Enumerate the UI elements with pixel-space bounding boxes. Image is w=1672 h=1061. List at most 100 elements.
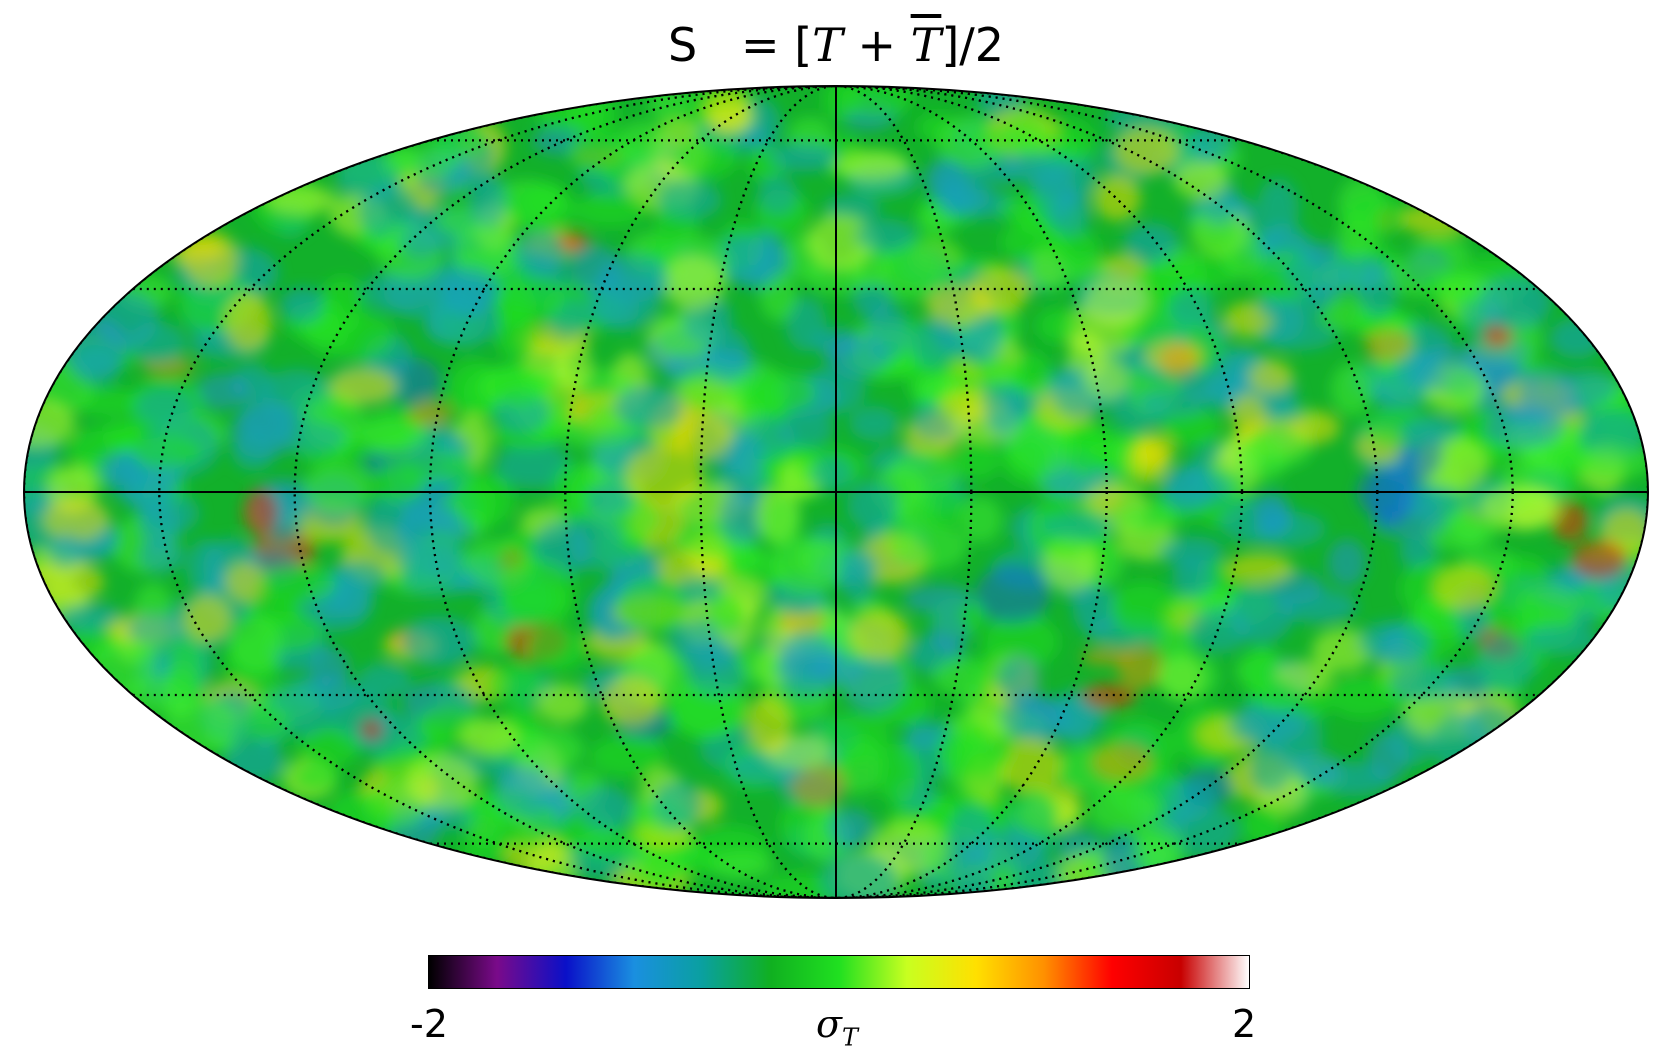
field-blob (651, 779, 703, 830)
field-blob (959, 496, 1002, 543)
field-blob (1481, 485, 1562, 531)
field-blob (804, 365, 866, 414)
field-blob (1248, 359, 1293, 395)
field-blob (272, 420, 347, 454)
field-blob (1159, 343, 1199, 379)
field-blob (1188, 606, 1251, 653)
field-blob (298, 727, 360, 767)
field-blob (615, 576, 689, 633)
field-blob (822, 86, 860, 122)
field-blob (849, 405, 899, 442)
field-blob (577, 827, 645, 860)
field-blob (401, 564, 474, 597)
field-blob (1518, 368, 1578, 421)
field-blob (983, 381, 1025, 435)
field-blob (513, 727, 584, 772)
field-blob (280, 287, 327, 323)
field-blob (1002, 436, 1050, 485)
field-blob (134, 387, 196, 428)
field-blob (458, 718, 520, 755)
field-blob (746, 694, 791, 754)
field-blob (1172, 558, 1215, 597)
field-blob (327, 790, 396, 845)
field-blob (649, 86, 691, 125)
field-blob (452, 223, 522, 278)
field-blob (1402, 415, 1460, 446)
field-blob (874, 743, 922, 804)
field-blob (688, 653, 745, 697)
field-blob (703, 88, 753, 134)
field-blob (1479, 275, 1552, 331)
field-blob (265, 185, 338, 215)
field-blob (832, 150, 909, 181)
field-blob (806, 260, 869, 295)
title-expr-open: = [ (741, 18, 813, 72)
field-blob (776, 644, 840, 699)
colorbar-label-sub: T (841, 1023, 858, 1052)
field-blob (1293, 752, 1341, 786)
field-blob (1063, 421, 1109, 476)
field-blob (909, 319, 958, 368)
title-plus: + (842, 18, 911, 72)
field-blob (891, 523, 969, 570)
field-blob (865, 304, 910, 361)
field-blob (1399, 535, 1436, 569)
field-blob (76, 388, 144, 418)
field-blob (1002, 110, 1050, 153)
field-blob (1049, 190, 1090, 237)
field-blob (941, 176, 991, 214)
title-prefix: S (667, 18, 698, 72)
field-blob (398, 227, 445, 259)
field-blob (590, 736, 665, 776)
field-blob (1549, 317, 1604, 359)
field-blob (904, 584, 974, 615)
field-blob (1013, 785, 1061, 845)
field-blob (567, 127, 632, 175)
field-blob (1001, 694, 1057, 741)
field-blob (302, 462, 373, 513)
field-blob (1484, 581, 1540, 639)
field-blob (1248, 743, 1293, 796)
field-blob (1088, 786, 1160, 834)
field-blob (707, 592, 746, 633)
colorbar-label: σT (816, 1002, 858, 1052)
field-blob (670, 136, 739, 179)
field-blob (1117, 317, 1178, 347)
field-blob (742, 371, 817, 414)
field-blob (1222, 227, 1263, 280)
field-blob (1257, 178, 1299, 238)
colorbar-label-symbol: σ (816, 1002, 842, 1046)
field-blob (1254, 490, 1291, 536)
field-blob (490, 363, 547, 407)
field-blob (706, 328, 751, 382)
field-blob (320, 276, 364, 335)
field-blob (935, 725, 1015, 778)
field-blob (1081, 648, 1132, 666)
field-blob (1170, 287, 1215, 326)
field-blob (365, 494, 413, 556)
title-var-tbar: T (910, 18, 942, 72)
field-blob (669, 682, 741, 741)
field-blob (223, 740, 285, 784)
field-blob (1446, 366, 1484, 410)
field-blob (672, 413, 735, 460)
field-blob (614, 385, 684, 429)
field-blob (1370, 468, 1412, 527)
field-blob (128, 321, 186, 364)
field-blob (757, 174, 798, 216)
field-blob (328, 367, 399, 405)
field-blob (485, 664, 543, 704)
field-blob (1574, 444, 1648, 480)
field-blob (229, 614, 283, 675)
field-blob (407, 399, 453, 429)
field-blob (760, 496, 801, 550)
field-blob (186, 538, 226, 597)
field-blob (463, 539, 531, 587)
field-blob (24, 399, 76, 448)
field-blob (587, 482, 634, 517)
field-blob (1123, 222, 1179, 263)
field-blob (949, 805, 995, 865)
field-blob (1162, 409, 1220, 446)
field-blob (196, 372, 250, 411)
